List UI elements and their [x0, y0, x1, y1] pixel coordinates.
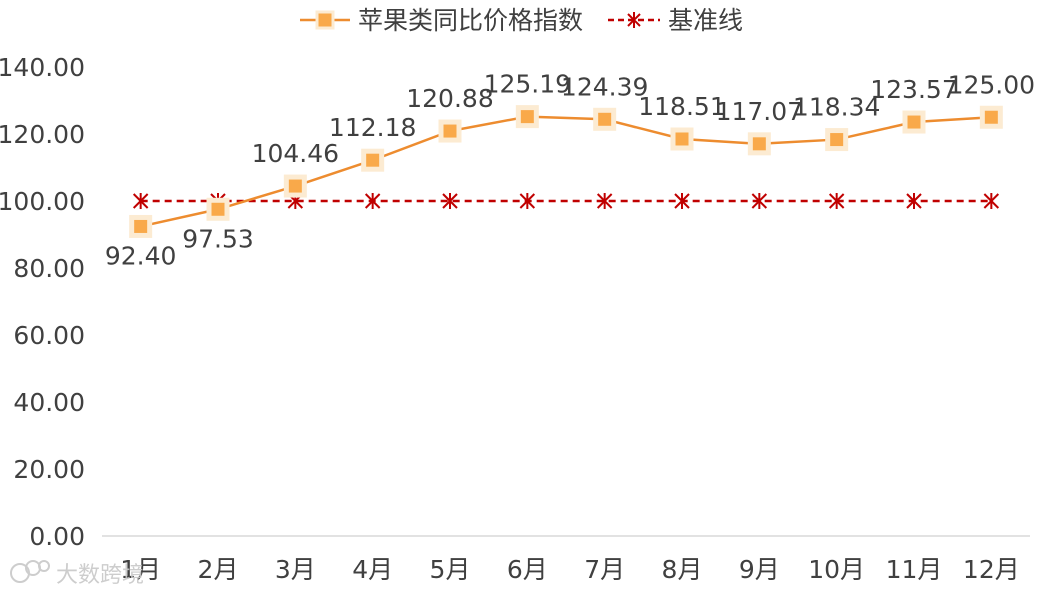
apple-index-line: [140, 115, 992, 228]
apple-index-marker: [747, 132, 771, 156]
y-tick-label: 80.00: [13, 254, 85, 283]
watermark: 大数跨境: [10, 560, 144, 588]
legend: 苹果类同比价格指数 基准线: [300, 6, 743, 35]
data-label: 125.00: [948, 70, 1035, 99]
baseline-marker: [983, 193, 1000, 209]
apple-index-marker: [593, 107, 617, 131]
data-label: 118.51: [638, 92, 725, 121]
x-tick-label: 11月: [886, 555, 943, 584]
baseline-marker: [906, 193, 922, 209]
data-label: 104.46: [252, 139, 339, 168]
x-tick-label: 7月: [584, 555, 625, 584]
data-label: 117.07: [716, 97, 803, 126]
legend-marker-baseline: [627, 12, 641, 28]
x-tick-label: 1月: [120, 555, 161, 584]
apple-index-marker: [825, 128, 849, 152]
y-tick-label: 40.00: [13, 388, 85, 417]
apple-index-marker: [670, 127, 694, 151]
apple-index-marker: [361, 148, 385, 172]
data-label: 124.39: [561, 72, 648, 101]
x-tick-label: 12月: [963, 555, 1020, 584]
apple-index-marker: [438, 119, 462, 143]
baseline-marker: [751, 193, 768, 209]
baseline-marker: [596, 193, 613, 209]
x-tick-label: 2月: [198, 555, 239, 584]
apple-index-marker: [515, 105, 539, 129]
y-tick-label: 0.00: [29, 522, 85, 551]
y-axis: 0.00 20.00 40.00 60.00 80.00 100.00 120.00 140.…: [0, 53, 85, 551]
x-tick-label: 4月: [352, 555, 393, 584]
data-label: 125.19: [484, 70, 571, 99]
data-label: 118.34: [793, 93, 880, 122]
x-tick-label: 5月: [430, 555, 471, 584]
x-tick-label: 6月: [507, 555, 548, 584]
baseline-marker: [519, 193, 536, 209]
x-tick-label: 8月: [662, 555, 703, 584]
legend-marker-apple-index: [315, 10, 335, 30]
x-tick-label: 9月: [739, 555, 780, 584]
apple-index-marker: [979, 105, 1003, 129]
y-tick-label: 100.00: [0, 187, 85, 216]
baseline-marker: [132, 193, 149, 209]
apple-index-marker: [129, 214, 153, 238]
series-apple-index: [129, 105, 1003, 238]
apple-index-marker: [902, 110, 926, 134]
y-tick-label: 140.00: [0, 53, 85, 82]
baseline-marker: [364, 193, 381, 209]
legend-label-baseline: 基准线: [668, 6, 743, 35]
x-tick-label: 10月: [808, 555, 865, 584]
y-tick-label: 120.00: [0, 120, 85, 149]
data-label: 97.53: [182, 224, 254, 253]
watermark-text: 大数跨境: [56, 563, 144, 588]
data-label: 120.88: [406, 84, 493, 113]
data-label: 92.40: [105, 241, 177, 270]
x-axis: 1月 2月 3月 4月 5月 6月 7月 8月 9月 10月 11月 12月: [120, 555, 1020, 584]
watermark-logo-icon: [10, 560, 50, 583]
baseline-marker: [442, 193, 458, 209]
apple-index-marker: [206, 197, 230, 221]
baseline-marker: [674, 193, 690, 209]
baseline-marker: [828, 193, 845, 209]
x-tick-label: 3月: [275, 555, 316, 584]
legend-label-apple-index: 苹果类同比价格指数: [358, 6, 583, 35]
data-label: 123.57: [870, 75, 957, 104]
y-tick-label: 60.00: [13, 321, 85, 350]
y-tick-label: 20.00: [13, 455, 85, 484]
apple-index-marker: [283, 174, 307, 198]
data-label: 112.18: [329, 113, 416, 142]
